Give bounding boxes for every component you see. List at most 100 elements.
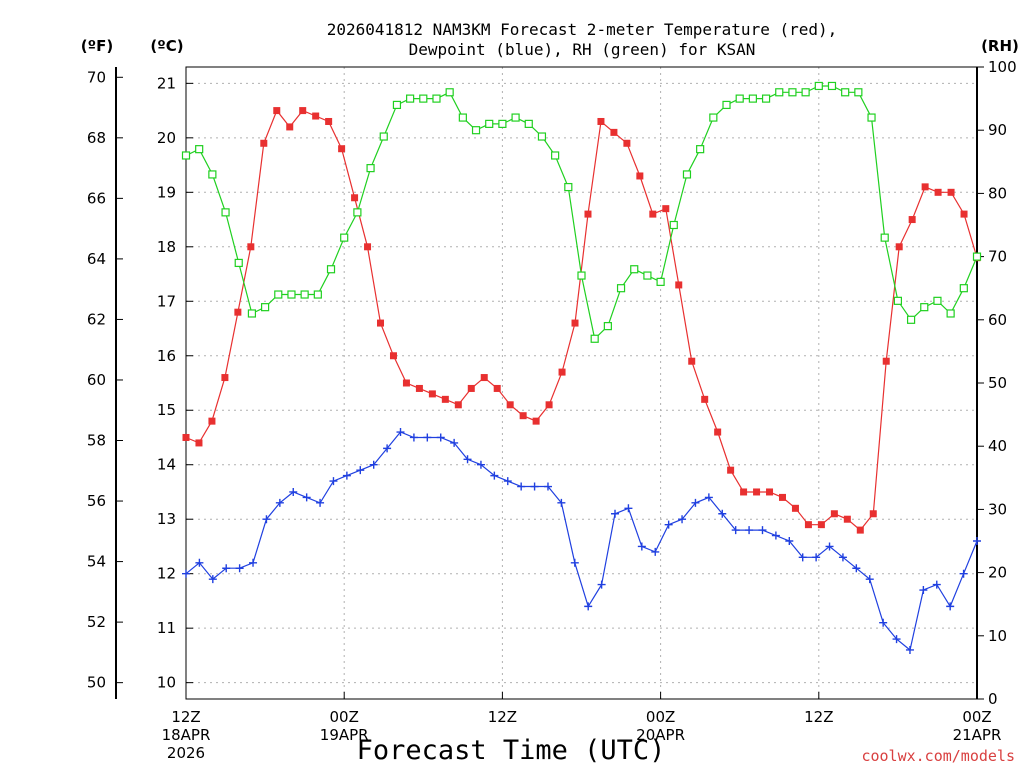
2-meter-temperature-point-2 <box>208 417 216 425</box>
fahrenheit-axis: 50 52 54 56 58 60 62 64 66 68 70 <box>87 68 123 692</box>
rh-point-50 <box>841 88 850 97</box>
2-meter-temperature-point-54 <box>882 357 890 365</box>
2-meter-temperature-point-18 <box>415 384 423 392</box>
rh-point-14 <box>366 164 375 173</box>
2-meter-temperature-point-56 <box>908 216 916 224</box>
fahrenheit-tick-label-8: 66 <box>87 189 106 207</box>
rh-point-9 <box>300 290 309 299</box>
2-meter-temperature-point-31 <box>584 210 592 218</box>
time-tick-label-0-0: 12Z <box>171 708 200 726</box>
rh-point-16 <box>392 100 402 110</box>
rh-point-41 <box>722 100 731 110</box>
rh-point-2 <box>208 170 217 179</box>
2-meter-temperature-point-19 <box>428 390 436 398</box>
rh-point-8 <box>287 290 296 299</box>
celsius-tick-label-11: 21 <box>157 74 176 92</box>
2-meter-temperature-point-12 <box>338 145 346 153</box>
rh-point-1 <box>195 145 204 154</box>
celsius-tick-label-0: 10 <box>157 674 176 692</box>
2-meter-temperature-point-34 <box>623 139 631 147</box>
fahrenheit-tick-label-5: 60 <box>87 371 106 389</box>
celsius-tick-label-5: 15 <box>157 401 176 419</box>
credit-text: coolwx.com/models <box>861 747 1015 765</box>
time-tick-label-5-0: 00Z <box>962 708 991 726</box>
celsius-axis: 10 11 12 13 14 15 16 17 18 19 20 21 <box>157 74 193 692</box>
2-meter-temperature-point-44 <box>753 488 761 496</box>
fahrenheit-tick-label-4: 58 <box>87 432 106 450</box>
plot-frame <box>185 66 978 700</box>
dewpoint-point-7 <box>275 498 284 507</box>
2-meter-temperature-point-16 <box>389 352 397 360</box>
dewpoint-point-36 <box>664 520 673 529</box>
rh-point-6 <box>261 303 270 312</box>
2-meter-temperature-point-13 <box>351 194 359 202</box>
2-meter-temperature-point-41 <box>714 428 722 436</box>
dewpoint-point-51 <box>865 575 874 584</box>
rh-point-39 <box>696 145 705 154</box>
celsius-tick-label-2: 12 <box>157 565 176 583</box>
dewpoint-point-27 <box>543 482 552 491</box>
fahrenheit-tick-label-6: 62 <box>87 310 106 328</box>
2-meter-temperature-point-49 <box>817 521 825 529</box>
dewpoint-point-5 <box>249 558 258 567</box>
rh-point-54 <box>893 296 903 305</box>
rh-point-37 <box>669 220 678 230</box>
2-meter-temperature-point-45 <box>766 488 774 496</box>
dewpoint-point-0 <box>182 569 190 578</box>
dewpoint-point-58 <box>959 569 968 578</box>
2-meter-temperature-point-33 <box>610 128 618 136</box>
rh-point-20 <box>445 88 454 97</box>
rh-point-31 <box>590 334 599 343</box>
dewpoint-point-8 <box>289 487 298 496</box>
rh-point-29 <box>564 182 573 192</box>
2-meter-temperature-point-26 <box>519 412 527 420</box>
2-meter-temperature-point-11 <box>325 117 333 125</box>
rh-tick-label-4: 40 <box>988 437 1007 455</box>
time-tick-label-5-1: 21APR <box>953 726 1002 744</box>
celsius-unit-label: (ºC) <box>150 37 183 55</box>
dewpoint-point-59 <box>973 537 981 545</box>
dewpoint-point-28 <box>557 498 566 507</box>
rh-point-33 <box>616 284 626 293</box>
rh-point-56 <box>920 303 929 312</box>
dewpoint-point-31 <box>597 580 606 589</box>
2-meter-temperature-point-1 <box>195 439 203 447</box>
rh-point-46 <box>788 88 797 97</box>
dewpoint-point-20 <box>450 438 459 447</box>
rh-tick-label-6: 60 <box>988 311 1007 329</box>
rh-point-4 <box>234 258 243 268</box>
2-meter-temperature-point-17 <box>402 379 410 387</box>
rh-point-24 <box>498 119 507 128</box>
rh-point-13 <box>353 208 362 217</box>
rh-tick-label-0: 0 <box>988 690 998 708</box>
dewpoint-point-24 <box>503 477 512 486</box>
time-tick-label-0-1: 18APR <box>162 726 211 744</box>
rh-tick-label-8: 80 <box>988 184 1007 202</box>
rh-point-57 <box>933 296 942 305</box>
fahrenheit-tick-label-9: 68 <box>87 129 106 147</box>
dewpoint-point-3 <box>222 564 231 573</box>
rh-point-0 <box>181 151 191 160</box>
dewpoint-point-57 <box>946 602 955 611</box>
time-tick-label-1-0: 00Z <box>330 708 359 726</box>
celsius-tick-label-4: 14 <box>157 456 176 474</box>
dewpoint-point-37 <box>678 515 687 524</box>
dewpoint-point-25 <box>517 482 526 491</box>
dewpoint-point-49 <box>838 553 847 562</box>
rh-point-48 <box>814 81 823 91</box>
dewpoint-point-23 <box>490 471 499 480</box>
time-tick-label-2-0: 12Z <box>488 708 517 726</box>
rh-point-11 <box>326 265 336 274</box>
rh-tick-label-5: 50 <box>988 374 1007 392</box>
dewpoint-point-29 <box>570 558 579 567</box>
2-meter-temperature-point-50 <box>830 510 838 518</box>
dewpoint-point-16 <box>396 428 405 437</box>
2-meter-temperature-point-52 <box>856 526 864 534</box>
fahrenheit-tick-label-10: 70 <box>87 68 106 86</box>
rh-point-12 <box>340 233 349 242</box>
rh-point-59 <box>959 284 968 293</box>
2-meter-temperature-point-39 <box>688 357 696 365</box>
dewpoint-point-46 <box>798 553 807 562</box>
dewpoint-point-22 <box>476 460 485 469</box>
